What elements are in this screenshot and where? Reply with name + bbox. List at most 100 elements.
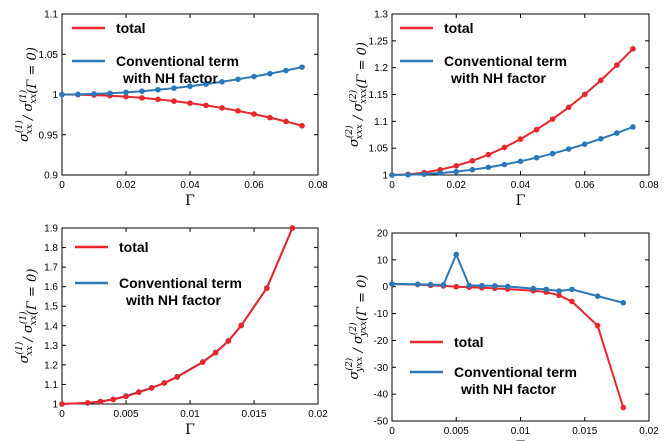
data-point [283, 118, 289, 125]
y-tick-label: 1 [382, 171, 388, 182]
data-point [517, 136, 524, 142]
data-point [501, 161, 508, 168]
data-point [598, 136, 604, 142]
data-point [389, 281, 395, 287]
data-point [414, 281, 421, 288]
x-tick-label: 0.005 [113, 409, 138, 420]
y-tick-label: 1.2 [374, 63, 388, 74]
data-point [565, 104, 572, 111]
data-point [264, 285, 270, 292]
y-tick-label: 1.05 [39, 50, 59, 61]
y-axis-label: σ(1)xx / σ(1)xx(Γ = 0) [14, 47, 40, 142]
data-point [504, 283, 511, 290]
y-tick-label: -30 [374, 363, 389, 374]
legend-label: Conventional term [116, 53, 239, 69]
data-point [84, 400, 91, 406]
x-tick-label: 0.08 [308, 180, 328, 191]
legend-label: total [454, 334, 484, 350]
series-line-nh [391, 126, 634, 176]
x-tick-label: 0.015 [241, 409, 266, 420]
data-point [200, 359, 206, 365]
data-point [110, 396, 116, 403]
legend-label: with NH factor [125, 292, 221, 308]
x-tick-label: 0.01 [180, 409, 200, 420]
data-point [469, 158, 476, 164]
data-point [427, 281, 434, 288]
data-point [440, 282, 447, 288]
data-point [219, 78, 225, 85]
y-tick-label: 1.1 [44, 380, 58, 391]
data-point [107, 90, 113, 97]
x-axis-label: Γ [516, 439, 526, 441]
x-tick-label: 0 [59, 409, 65, 420]
data-point [614, 130, 620, 136]
x-tick-label: 0.08 [639, 180, 659, 191]
chart-panel-3: 0 0.005 0.01 0.015 0.02 1 1.1 1.2 1.3 1.4 1.5 1.6 1.… [14, 224, 328, 439]
legend-label: with NH factor [450, 70, 546, 86]
series-line-nh [61, 66, 303, 96]
data-point [453, 283, 460, 290]
data-point [517, 158, 524, 165]
x-tick-label: 0 [389, 426, 395, 437]
y-axis-label: σ(2)xxx / σ(2)xxx(Γ = 0) [344, 42, 370, 147]
data-point [594, 322, 601, 329]
data-point [620, 404, 627, 411]
y-tick-label: 1.8 [44, 243, 58, 254]
y-tick-label: 1.1 [374, 117, 388, 128]
x-tick-label: 0.04 [180, 180, 200, 191]
data-point [225, 338, 232, 344]
legend-label: total [119, 239, 149, 255]
data-point [466, 282, 472, 289]
x-tick-label: 0.06 [575, 180, 595, 191]
y-tick-label: 1.05 [369, 144, 389, 155]
data-point [97, 398, 104, 405]
y-tick-label: 1.15 [369, 90, 389, 101]
data-point [569, 286, 575, 293]
data-point [549, 150, 556, 157]
series-line-total [391, 48, 634, 176]
data-point [469, 166, 476, 173]
data-point [187, 100, 193, 106]
legend-label: with NH factor [460, 381, 556, 397]
data-point [238, 322, 244, 329]
data-point [235, 76, 241, 83]
data-point [251, 111, 257, 117]
plot-frame [391, 13, 650, 176]
x-axis-label: Γ [516, 193, 526, 209]
data-point [139, 95, 145, 101]
data-point [212, 349, 219, 356]
series-line-total [61, 93, 303, 127]
data-point [421, 171, 427, 177]
y-tick-label: 1.4 [44, 321, 58, 332]
y-tick-label: 1.3 [44, 341, 58, 352]
data-point [161, 380, 168, 386]
y-tick-label: 0.95 [39, 130, 59, 141]
y-tick-label: 1 [52, 90, 58, 101]
data-point [123, 89, 129, 96]
data-point [485, 164, 492, 171]
data-point [123, 93, 129, 100]
data-point [155, 96, 161, 103]
y-tick-label: -40 [374, 390, 389, 401]
x-tick-label: 0.02 [447, 180, 467, 191]
y-tick-label: 0.9 [44, 171, 58, 182]
x-axis-label: Γ [185, 193, 195, 209]
legend-label: total [116, 20, 146, 36]
data-point [533, 154, 540, 161]
data-point [492, 283, 498, 289]
data-point [171, 98, 177, 104]
y-tick-label: 1.9 [44, 224, 58, 235]
data-point [251, 73, 257, 80]
data-point [549, 116, 556, 122]
x-tick-label: 0.06 [244, 180, 264, 191]
x-tick-label: 0.02 [639, 426, 659, 437]
data-point [556, 292, 562, 299]
y-tick-label: 1 [52, 400, 58, 411]
y-tick-label: 1.6 [44, 282, 58, 293]
legend-label: Conventional term [454, 364, 577, 380]
data-point [136, 389, 142, 396]
data-point [485, 151, 492, 158]
